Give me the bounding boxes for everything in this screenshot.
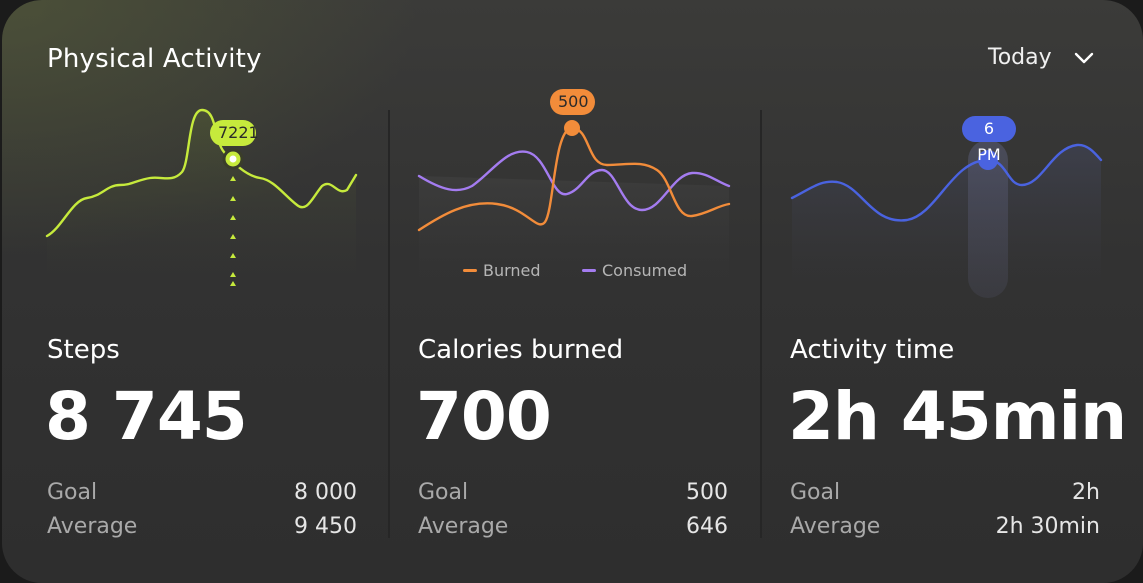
calories-tooltip: 500 [550, 89, 595, 115]
activity-tooltip: 6 PM [962, 116, 1016, 164]
calories-value: 700 [416, 378, 552, 455]
average-label: Average [47, 514, 138, 539]
activity-area [792, 144, 1101, 295]
steps-marker-dot-core [229, 155, 237, 163]
activity-average-value: 2h 30min [995, 514, 1100, 539]
activity-marker-dot[interactable] [978, 150, 998, 170]
period-dropdown[interactable]: Today [988, 45, 1094, 70]
goal-label: Goal [47, 480, 98, 505]
average-label: Average [418, 514, 509, 539]
calories-average-value: 646 [686, 514, 728, 539]
legend-consumed-label: Consumed [602, 261, 688, 280]
steps-goal-row: Goal 8 000 [47, 480, 357, 505]
steps-line [45, 108, 358, 238]
goal-label: Goal [790, 480, 841, 505]
activity-highlight-column [968, 140, 1008, 298]
divider [760, 110, 762, 538]
burned-swatch [463, 269, 477, 272]
consumed-swatch [582, 269, 596, 272]
chevron-down-icon [1074, 52, 1093, 63]
steps-marker-guide [230, 176, 236, 286]
steps-average-value: 9 450 [294, 514, 357, 539]
activity-value: 2h 45min [788, 378, 1127, 455]
burned-line [417, 126, 731, 232]
steps-area [47, 110, 356, 295]
activity-label: Activity time [790, 335, 955, 365]
divider [388, 110, 390, 538]
calories-marker-dot[interactable] [564, 120, 580, 136]
steps-tooltip: 7221 [210, 120, 259, 146]
calories-label: Calories burned [418, 335, 624, 365]
period-label: Today [988, 45, 1052, 70]
steps-value: 8 745 [45, 378, 248, 455]
consumed-line [417, 150, 731, 212]
average-label: Average [790, 514, 881, 539]
calories-area [419, 176, 729, 295]
legend-consumed: Consumed [582, 261, 687, 280]
activity-goal-value: 2h [1072, 480, 1100, 505]
activity-line [790, 143, 1103, 222]
legend-burned-label: Burned [483, 261, 541, 280]
calories-goal-row: Goal 500 [418, 480, 728, 505]
activity-goal-row: Goal 2h [790, 480, 1100, 505]
legend-burned: Burned [463, 261, 541, 280]
card-title: Physical Activity [47, 44, 262, 74]
calories-average-row: Average 646 [418, 514, 728, 539]
calories-goal-value: 500 [686, 480, 728, 505]
steps-goal-value: 8 000 [294, 480, 357, 505]
steps-label: Steps [47, 335, 120, 365]
activity-average-row: Average 2h 30min [790, 514, 1100, 539]
goal-label: Goal [418, 480, 469, 505]
steps-average-row: Average 9 450 [47, 514, 357, 539]
